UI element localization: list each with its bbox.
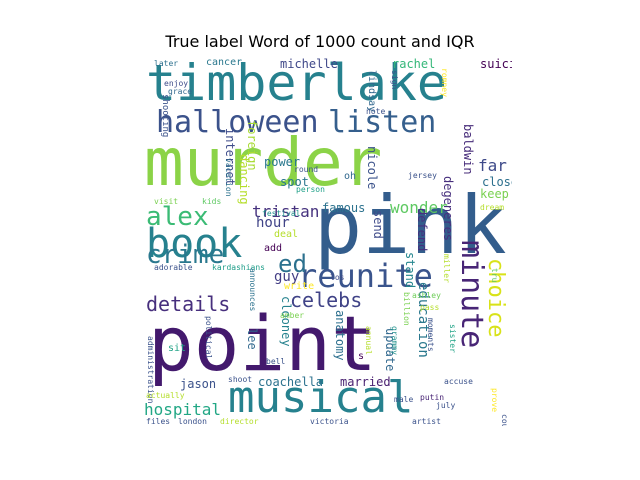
word-cloud: point murder pink timberlake musical book reun… bbox=[144, 58, 512, 426]
word-moments: moments bbox=[426, 318, 435, 352]
word-adorable: adorable bbox=[154, 263, 193, 272]
word-anatomy: anatomy bbox=[333, 310, 347, 361]
word-murder: murder bbox=[144, 124, 383, 201]
chart-title: True label Word of 1000 count and IQR bbox=[165, 32, 475, 51]
word-minute: minute bbox=[454, 240, 489, 349]
word-tristan: tristan bbox=[252, 202, 320, 221]
word-billion: billion bbox=[402, 292, 411, 326]
word-grammy: grammy bbox=[390, 326, 399, 355]
word-baldwin: baldwin bbox=[461, 124, 475, 175]
word-prove: prove bbox=[490, 388, 499, 413]
word-lee: lee bbox=[245, 328, 259, 350]
word-vacation: vacation bbox=[224, 158, 233, 197]
word-add: add bbox=[264, 243, 283, 254]
word-alex: alex bbox=[146, 202, 209, 232]
word-nicole: nicole bbox=[365, 146, 379, 190]
word-amber: amber bbox=[280, 311, 305, 320]
word-send: send bbox=[371, 210, 385, 239]
word-oh: oh bbox=[344, 171, 357, 182]
word-kardashians: kardashians bbox=[212, 263, 265, 272]
word-defend: defend bbox=[415, 208, 429, 252]
word-sign: sign bbox=[390, 70, 399, 90]
word-miller: miller bbox=[442, 254, 451, 283]
word-married: married bbox=[340, 375, 391, 389]
word-tru: tru bbox=[490, 268, 499, 283]
word-director: director bbox=[220, 417, 259, 426]
word-clooney: clooney bbox=[279, 296, 293, 347]
word-july: july bbox=[436, 401, 456, 410]
word-london: london bbox=[178, 417, 207, 426]
word-listen: listen bbox=[328, 105, 437, 140]
word-ed: ed bbox=[278, 250, 307, 278]
word-hour: hour bbox=[256, 215, 290, 231]
word-deal: deal bbox=[274, 229, 299, 240]
word-famous: famous bbox=[322, 201, 366, 215]
word-jason: jason bbox=[180, 377, 217, 391]
word-announces: announces bbox=[248, 268, 257, 312]
word-annual: annual bbox=[364, 326, 373, 355]
word-shooting: shooting bbox=[160, 94, 170, 138]
word-s: s bbox=[358, 351, 365, 362]
word-court: court bbox=[500, 414, 509, 426]
word-dream: dream bbox=[480, 203, 505, 212]
word-wonder: wonder bbox=[390, 198, 448, 217]
word-power: power bbox=[264, 155, 301, 169]
word-files: files bbox=[146, 417, 171, 426]
word-visit: visit bbox=[154, 197, 179, 206]
word-michelle: michelle bbox=[280, 58, 338, 71]
word-accuse: accuse bbox=[444, 377, 473, 386]
word-details: details bbox=[146, 292, 231, 316]
word-degeneres: degeneres bbox=[441, 176, 455, 242]
word-sit: sit bbox=[168, 343, 187, 354]
word-keep: keep bbox=[480, 187, 509, 201]
word-rachel: rachel bbox=[392, 58, 436, 71]
word-jersey: jersey bbox=[408, 171, 437, 180]
word-round: round bbox=[294, 165, 319, 174]
word-cancer: cancer bbox=[206, 58, 243, 68]
word-actually: actually bbox=[146, 391, 185, 400]
word-sister: sister bbox=[448, 324, 457, 353]
word-grace: grace bbox=[168, 87, 193, 96]
word-crime: crime bbox=[146, 240, 225, 270]
word-later: later bbox=[154, 59, 179, 68]
word-book: book bbox=[146, 221, 243, 267]
word-kids: kids bbox=[202, 197, 222, 206]
word-bell: bell bbox=[266, 357, 286, 366]
word-political: political bbox=[204, 316, 213, 360]
word-enjoy: enjoy bbox=[164, 79, 189, 88]
word-dancing: dancing bbox=[237, 154, 251, 205]
word-far: far bbox=[478, 156, 507, 175]
word-guy: guy bbox=[274, 269, 300, 285]
word-halloween: halloween bbox=[156, 105, 319, 140]
word-romney: romney bbox=[440, 68, 449, 97]
word-timberlake: timberlake bbox=[146, 58, 448, 112]
word-hospital: hospital bbox=[144, 400, 222, 419]
word-shoot: shoot bbox=[228, 375, 253, 384]
word-pass: pass bbox=[420, 303, 440, 312]
word-los: los bbox=[330, 273, 345, 282]
word-male: male bbox=[394, 395, 414, 404]
word-write: write bbox=[284, 281, 315, 292]
word-reunite: reunite bbox=[298, 257, 433, 295]
word-lindsay: lindsay bbox=[366, 70, 377, 113]
word-point: point bbox=[148, 299, 377, 388]
word-coachella: coachella bbox=[258, 375, 324, 389]
word-artist: artist bbox=[412, 417, 441, 426]
word-suicide: suicide bbox=[480, 58, 512, 71]
word-ashley: ashley bbox=[412, 291, 441, 300]
word-spot: spot bbox=[280, 175, 309, 189]
word-celebs: celebs bbox=[290, 288, 363, 312]
word-putin: putin bbox=[420, 393, 445, 402]
word-festival: festival bbox=[262, 209, 301, 218]
word-stand: stand bbox=[403, 252, 417, 289]
word-close: close bbox=[482, 175, 512, 189]
word-pink: pink bbox=[314, 179, 507, 272]
word-victoria: victoria bbox=[310, 417, 349, 426]
word-note: note bbox=[366, 107, 386, 116]
word-person: person bbox=[296, 185, 325, 194]
word-musical: musical bbox=[228, 372, 414, 423]
